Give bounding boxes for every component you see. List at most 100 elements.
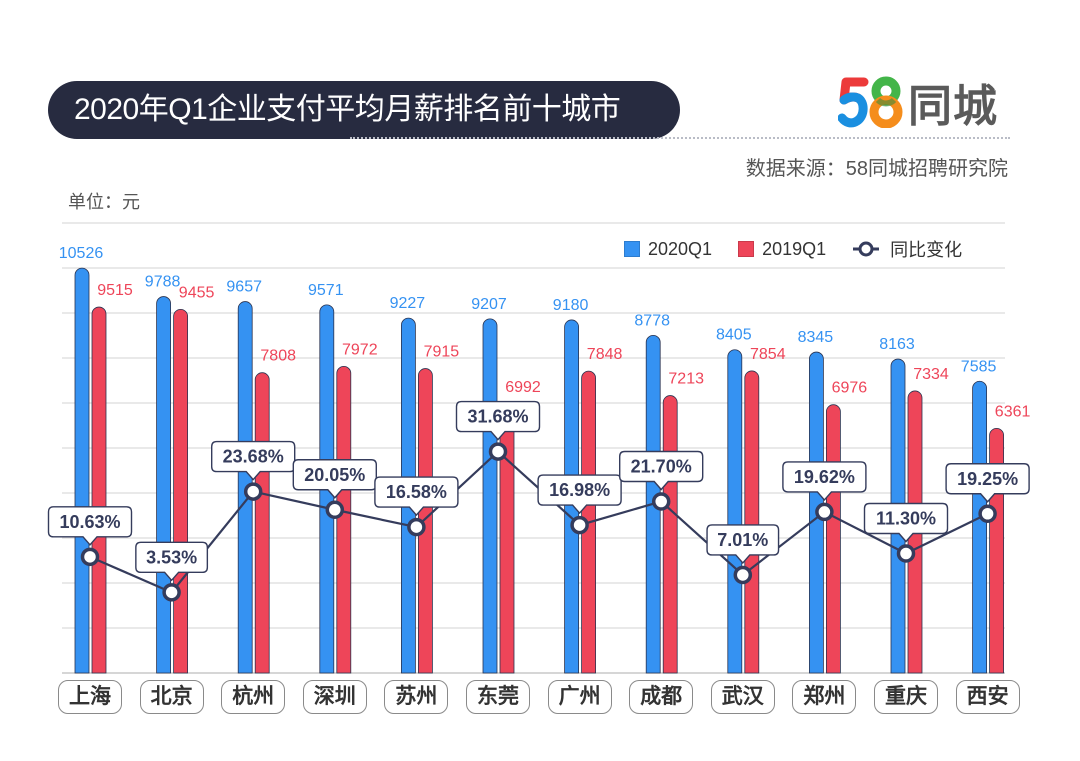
category-label: 西安 xyxy=(955,680,1020,714)
bar-2019q1 xyxy=(336,365,352,674)
bar-2019q1 xyxy=(744,370,760,674)
callout-box xyxy=(47,506,133,546)
bar-label-2019q1: 9455 xyxy=(179,284,215,301)
yoy-value-label: 21.70% xyxy=(631,457,692,477)
bar-2020q1 xyxy=(482,318,498,674)
yoy-value-label: 19.25% xyxy=(957,469,1018,489)
brand-logo: 同城 xyxy=(838,74,998,131)
category-label: 苏州 xyxy=(384,680,449,714)
bars xyxy=(74,267,1004,674)
bar-2019q1 xyxy=(418,368,433,674)
logo-text: 同城 xyxy=(908,82,998,131)
bar-label-2020q1: 8405 xyxy=(716,327,752,344)
yoy-value-label: 23.68% xyxy=(223,447,284,467)
yoy-point-marker xyxy=(325,500,345,519)
callout-box xyxy=(374,476,459,517)
bar-label-2019q1: 6361 xyxy=(995,403,1031,420)
callout-box xyxy=(863,502,949,543)
bar-label-2019q1: 7334 xyxy=(913,366,949,383)
category-label: 重庆 xyxy=(874,680,938,714)
category-label: 深圳 xyxy=(302,680,367,714)
bar-label-2019q1: 6992 xyxy=(505,379,541,396)
legend-item-2019q1: 2019Q1 xyxy=(738,239,826,260)
bar-label-2019q1: 7854 xyxy=(750,346,786,363)
yoy-callout: 19.62% xyxy=(782,461,867,501)
bar-label-2019q1: 7915 xyxy=(424,344,460,361)
yoy-callout: 20.05% xyxy=(292,459,377,499)
bar-label-2019q1: 6976 xyxy=(832,380,868,397)
page-title: 2020年Q1企业支付平均月薪排名前十城市 xyxy=(48,81,680,139)
yoy-value-label: 3.53% xyxy=(146,547,197,567)
bar-2020q1 xyxy=(972,380,987,674)
yoy-callout: 19.25% xyxy=(945,463,1030,503)
yoy-callouts: 10.63% 3.53% 23.68% 20.05% 16.58% 31.68% 16.98… xyxy=(47,400,1030,582)
callout-box xyxy=(211,440,296,481)
bar-label-2020q1: 8778 xyxy=(634,312,670,329)
yoy-value-label: 7.01% xyxy=(717,530,768,550)
bar-label-2020q1: 9207 xyxy=(471,296,507,313)
bar-2019q1 xyxy=(662,395,678,674)
bar-2020q1 xyxy=(156,296,171,674)
data-source: 数据来源：58同城招聘研究院 xyxy=(745,158,1008,180)
bar-2020q1 xyxy=(74,267,90,674)
yoy-point-marker xyxy=(815,502,834,522)
category-label: 武汉 xyxy=(710,680,775,714)
yoy-callout: 21.70% xyxy=(619,450,704,491)
callout-box xyxy=(945,463,1030,503)
callout-box xyxy=(455,400,541,441)
bar-label-2020q1: 9571 xyxy=(308,282,344,299)
yoy-value-label: 10.63% xyxy=(59,512,120,532)
bar-label-2020q1: 9180 xyxy=(553,297,589,314)
callout-box xyxy=(135,541,209,582)
yoy-value-label: 31.68% xyxy=(467,407,528,427)
yoy-value-label: 16.98% xyxy=(549,480,610,500)
legend-label: 2020Q1 xyxy=(648,238,713,259)
category-label: 郑州 xyxy=(792,680,857,714)
bar-label-2020q1: 8345 xyxy=(798,329,834,346)
bar-label-2020q1: 8163 xyxy=(879,336,915,353)
category-label: 成都 xyxy=(629,680,694,714)
yoy-callout: 23.68% xyxy=(211,440,296,481)
yoy-callout: 16.98% xyxy=(537,474,622,515)
callout-box xyxy=(292,459,377,499)
yoy-callout: 16.58% xyxy=(374,476,459,517)
yoy-value-label: 11.30% xyxy=(876,509,936,529)
legend-label: 2019Q1 xyxy=(762,238,827,259)
yoy-point-marker xyxy=(407,517,426,537)
logo-58-icon xyxy=(838,76,903,128)
yoy-point-marker xyxy=(162,583,181,602)
legend-label: 同比变化 xyxy=(890,240,963,260)
yoy-callout: 3.53% xyxy=(135,541,209,582)
yoy-point-marker xyxy=(896,544,916,563)
yoy-callout: 10.63% xyxy=(47,506,133,546)
bar-label-2020q1: 9788 xyxy=(145,274,181,291)
bar-label-2019q1: 9515 xyxy=(97,282,133,299)
category-label: 杭州 xyxy=(221,680,286,714)
callout-box xyxy=(706,524,780,565)
yoy-value-label: 20.05% xyxy=(304,465,365,485)
bar-2019q1 xyxy=(173,308,188,674)
callout-box xyxy=(619,450,704,491)
bar-label-2019q1: 7213 xyxy=(668,371,704,388)
header-divider xyxy=(350,137,1010,139)
category-label: 北京 xyxy=(139,680,204,714)
yoy-point-marker xyxy=(978,504,997,523)
legend-swatch-2020q1 xyxy=(624,241,640,257)
yoy-point-marker xyxy=(80,547,100,567)
bar-2020q1 xyxy=(727,349,743,674)
bar-label-2020q1: 10526 xyxy=(59,245,104,262)
yoy-callout: 7.01% xyxy=(706,524,780,565)
callout-box xyxy=(782,461,867,501)
bar-label-2019q1: 7808 xyxy=(260,348,296,365)
bar-label-2019q1: 7972 xyxy=(342,341,378,358)
bar-label-2020q1: 9227 xyxy=(390,295,426,312)
legend-item-yoy: 同比变化 xyxy=(852,236,962,262)
yoy-value-label: 19.62% xyxy=(794,467,855,487)
bar-2019q1 xyxy=(91,306,107,674)
category-label: 东莞 xyxy=(466,680,530,714)
category-label: 上海 xyxy=(58,680,122,714)
bar-label-2019q1: 7848 xyxy=(587,346,623,363)
line-marker-icon xyxy=(853,241,880,257)
bar-label-2020q1: 7585 xyxy=(961,358,997,375)
